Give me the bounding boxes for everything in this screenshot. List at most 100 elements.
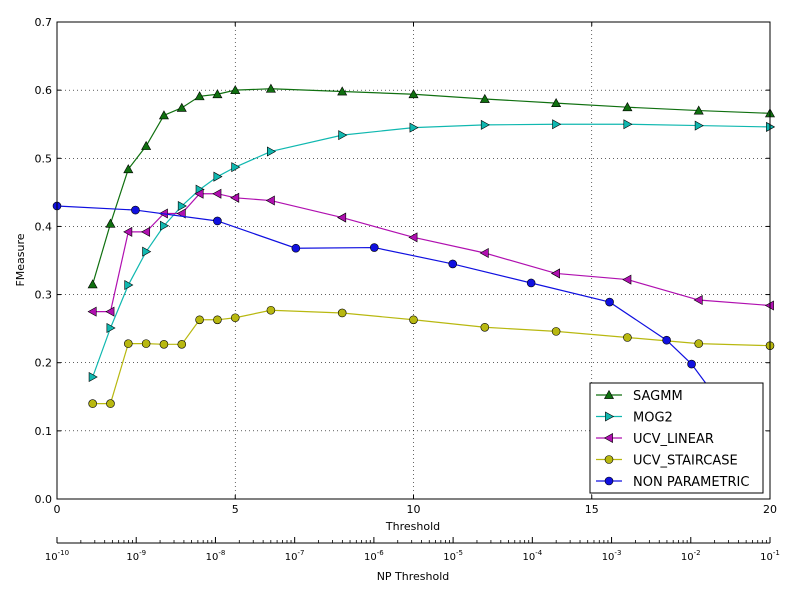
- data-point-non-parametric: [291, 243, 301, 253]
- data-point-ucv-linear: [230, 192, 240, 203]
- data-point-sagmm: [551, 97, 562, 107]
- data-point-mog2: [266, 146, 277, 157]
- data-point-ucv-staircase: [551, 327, 561, 336]
- series-sagmm: [87, 83, 776, 289]
- series-mog2: [88, 119, 776, 383]
- data-point-mog2: [694, 120, 704, 131]
- y-tick-label: 0.1: [35, 425, 53, 438]
- data-point-mog2: [160, 220, 170, 231]
- y-tick-label: 0.7: [35, 16, 53, 29]
- x-tick-labels: 0 5 10 15 20: [54, 503, 778, 516]
- data-point-ucv-staircase: [266, 305, 276, 315]
- data-point-mog2: [231, 162, 241, 173]
- y-tick-labels: 0.0 0.1 0.2 0.3 0.4 0.5 0.6 0.7: [35, 16, 53, 506]
- y-tick-label: 0.3: [35, 289, 53, 302]
- data-point-sagmm: [176, 102, 187, 112]
- data-point-mog2: [338, 130, 348, 141]
- secondary-axis-ticks: 10-10 10-9 10-8 10-7 10-6 10-5 10-4 10-3 10-2 10-…: [45, 537, 780, 563]
- data-point-ucv-linear: [105, 306, 115, 317]
- data-point-ucv-linear: [550, 268, 561, 279]
- data-point-sagmm: [265, 83, 276, 93]
- data-point-ucv-staircase: [409, 315, 418, 325]
- data-point-ucv-staircase: [124, 339, 133, 348]
- data-point-ucv-linear: [265, 195, 275, 206]
- data-point-sagmm: [141, 140, 152, 150]
- data-point-ucv-linear: [123, 226, 133, 237]
- data-point-sagmm: [105, 218, 116, 228]
- legend-label-non-parametric: NON PARAMETRIC: [633, 475, 749, 490]
- data-point-non-parametric: [448, 259, 458, 269]
- y-axis-label: FMeasure: [14, 233, 27, 286]
- series-ucv-linear: [87, 188, 774, 317]
- legend-label-ucv-linear: UCV_LINEAR: [633, 432, 714, 447]
- data-point-ucv-staircase: [337, 308, 347, 318]
- data-point-sagmm: [230, 85, 241, 95]
- secondary-tick-label: 10-8: [206, 549, 226, 563]
- data-point-ucv-staircase: [88, 399, 97, 408]
- y-tick-label: 0.2: [35, 357, 53, 370]
- legend-marker-mog2: [605, 411, 615, 422]
- data-point-non-parametric: [131, 205, 140, 215]
- data-point-ucv-linear: [212, 188, 222, 199]
- secondary-tick-label: 10-3: [602, 549, 622, 563]
- data-point-ucv-staircase: [694, 339, 704, 348]
- secondary-tick-label: 10-9: [126, 549, 146, 563]
- data-point-sagmm: [194, 91, 205, 101]
- data-point-mog2: [623, 119, 633, 130]
- data-point-non-parametric: [662, 335, 671, 345]
- legend-label-ucv-staircase: UCV_STAIRCASE: [633, 454, 738, 469]
- y-tick-label: 0.0: [35, 493, 53, 506]
- axis-ticks: [56, 21, 771, 500]
- data-point-non-parametric: [526, 278, 536, 288]
- data-point-ucv-staircase: [141, 339, 151, 348]
- data-point-ucv-linear: [141, 226, 151, 237]
- secondary-tick-label: 10-6: [364, 549, 384, 563]
- data-point-ucv-linear: [408, 232, 418, 243]
- data-point-non-parametric: [605, 297, 614, 307]
- data-point-mog2: [213, 171, 223, 182]
- series-non-parametric: [52, 201, 753, 446]
- data-point-mog2: [177, 200, 187, 211]
- legend-label-mog2: MOG2: [633, 411, 673, 426]
- data-point-ucv-staircase: [177, 340, 187, 349]
- x-tick-label: 0: [54, 503, 61, 516]
- secondary-tick-label: 10-10: [45, 549, 69, 563]
- series-line-ucv-linear: [92, 193, 771, 313]
- data-point-sagmm: [479, 93, 490, 103]
- series-line-sagmm: [92, 88, 771, 285]
- legend-marker-sagmm: [603, 389, 615, 399]
- data-point-ucv-linear: [194, 188, 204, 199]
- data-point-ucv-staircase: [230, 313, 240, 323]
- data-point-non-parametric: [687, 359, 696, 369]
- legend-marker-ucv-linear: [603, 432, 613, 444]
- data-point-ucv-linear: [693, 295, 703, 306]
- data-point-ucv-staircase: [213, 315, 222, 325]
- data-point-mog2: [552, 119, 562, 130]
- data-point-sagmm: [87, 279, 98, 289]
- x-tick-label: 10: [407, 503, 421, 516]
- secondary-axis-label: NP Threshold: [377, 570, 450, 583]
- legend-marker-non-parametric: [604, 476, 614, 486]
- data-point-ucv-staircase: [159, 340, 169, 349]
- data-point-mog2: [106, 322, 116, 333]
- data-point-mog2: [480, 119, 490, 130]
- data-point-sagmm: [337, 86, 348, 96]
- data-point-mog2: [409, 122, 419, 133]
- legend-label-sagmm: SAGMM: [633, 389, 683, 404]
- data-point-non-parametric: [213, 216, 222, 226]
- x-tick-label: 15: [585, 503, 599, 516]
- data-point-sagmm: [408, 89, 419, 99]
- data-point-ucv-linear: [479, 247, 489, 259]
- data-point-sagmm: [693, 105, 704, 115]
- data-point-ucv-linear: [337, 212, 347, 223]
- series-ucv-staircase: [88, 305, 775, 408]
- data-point-sagmm: [212, 89, 223, 99]
- data-point-mog2: [124, 280, 134, 291]
- legend-marker-ucv-staircase: [604, 455, 614, 464]
- data-point-ucv-linear: [87, 306, 97, 317]
- data-point-ucv-linear: [622, 274, 632, 285]
- data-point-mog2: [88, 372, 98, 383]
- y-tick-label: 0.5: [35, 152, 53, 165]
- data-point-non-parametric: [369, 243, 379, 252]
- data-point-sagmm: [622, 102, 633, 112]
